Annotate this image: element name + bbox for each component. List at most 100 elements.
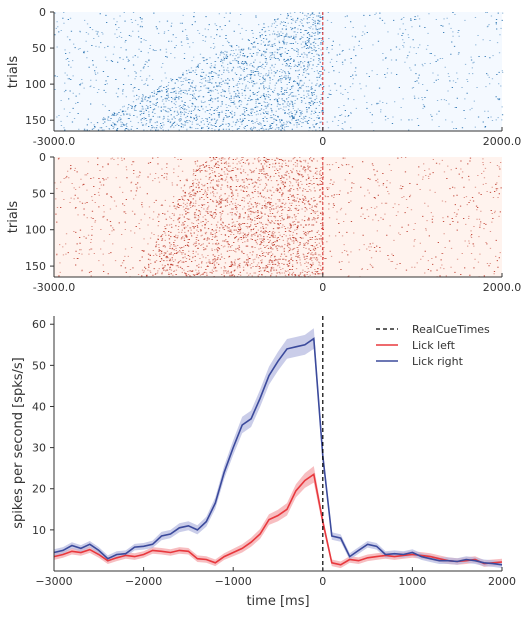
- raster-spike: [255, 99, 256, 100]
- raster-spike: [205, 81, 206, 82]
- raster-spike: [67, 116, 68, 117]
- raster-spike: [364, 244, 365, 245]
- raster-spike: [342, 236, 343, 237]
- raster-spike: [426, 220, 427, 221]
- raster-spike: [90, 104, 91, 105]
- raster-spike: [145, 97, 146, 98]
- raster-spike: [285, 22, 286, 23]
- raster-spike: [286, 63, 287, 64]
- raster-spike: [242, 209, 243, 210]
- raster-spike: [254, 159, 255, 160]
- raster-spike: [300, 244, 301, 245]
- raster-spike: [253, 94, 254, 95]
- raster-spike: [312, 161, 313, 162]
- raster-spike: [198, 65, 199, 66]
- raster-spike: [308, 217, 309, 218]
- raster-spike: [231, 193, 232, 194]
- raster-spike: [226, 164, 227, 165]
- raster-spike: [216, 110, 217, 111]
- raster-spike: [304, 15, 305, 16]
- raster-spike: [305, 43, 306, 44]
- raster-spike: [178, 77, 179, 78]
- raster-spike: [83, 52, 84, 53]
- raster-spike: [240, 185, 241, 186]
- raster-spike: [307, 166, 308, 167]
- raster-spike: [488, 117, 489, 118]
- raster-spike: [131, 108, 132, 109]
- raster-spike: [109, 110, 110, 111]
- raster-spike: [315, 173, 316, 174]
- raster-spike: [292, 249, 293, 250]
- raster-spike: [289, 116, 290, 117]
- raster-spike: [306, 107, 307, 108]
- raster-spike: [174, 88, 175, 89]
- raster-spike: [394, 101, 395, 102]
- raster-spike: [157, 157, 158, 158]
- raster-spike: [404, 42, 405, 43]
- raster-spike: [339, 45, 340, 46]
- raster-spike: [323, 41, 324, 42]
- raster-spike: [105, 81, 106, 82]
- raster-spike: [298, 245, 299, 246]
- raster-spike: [190, 194, 191, 195]
- raster-spike: [282, 47, 283, 48]
- raster-spike: [105, 84, 106, 85]
- raster-spike: [237, 231, 238, 232]
- raster-spike: [292, 28, 293, 29]
- raster-spike: [336, 61, 337, 62]
- raster-spike: [269, 237, 270, 238]
- raster-spike: [68, 78, 69, 79]
- raster-spike: [321, 184, 322, 185]
- raster-spike: [302, 85, 303, 86]
- raster-spike: [270, 176, 271, 177]
- raster-spike: [451, 248, 452, 249]
- raster-spike: [216, 244, 217, 245]
- raster-spike: [64, 83, 65, 84]
- raster-spike: [84, 129, 85, 130]
- raster-spike: [382, 60, 383, 61]
- raster-spike: [126, 125, 127, 126]
- raster-spike: [322, 240, 323, 241]
- raster-spike: [306, 208, 307, 209]
- raster-spike: [109, 234, 110, 235]
- raster-spike: [252, 130, 253, 131]
- raster-spike: [458, 30, 459, 31]
- raster-spike: [454, 212, 455, 213]
- raster-spike: [236, 45, 237, 46]
- raster-spike: [277, 116, 278, 117]
- raster-spike: [242, 187, 243, 188]
- raster-spike: [175, 246, 176, 247]
- raster-spike: [251, 55, 252, 56]
- raster-spike: [328, 12, 329, 13]
- raster-spike: [215, 216, 216, 217]
- raster-spike: [245, 98, 246, 99]
- raster-spike: [275, 45, 276, 46]
- raster-spike: [216, 157, 217, 158]
- raster-spike: [311, 111, 312, 112]
- raster-spike: [225, 38, 226, 39]
- raster-spike: [124, 205, 125, 206]
- raster-spike: [221, 111, 222, 112]
- raster-spike: [63, 199, 64, 200]
- raster-spike: [229, 93, 230, 94]
- raster-spike: [462, 172, 463, 173]
- raster-spike: [315, 248, 316, 249]
- raster-spike: [166, 173, 167, 174]
- raster-spike: [92, 200, 93, 201]
- raster-spike: [267, 105, 268, 106]
- raster-spike: [205, 41, 206, 42]
- raster-spike: [91, 45, 92, 46]
- raster-spike: [282, 181, 283, 182]
- raster-spike: [311, 239, 312, 240]
- raster-spike: [265, 52, 266, 53]
- raster-spike: [297, 32, 298, 33]
- raster-spike: [117, 158, 118, 159]
- raster-spike: [246, 235, 247, 236]
- raster-spike: [377, 74, 378, 75]
- raster-spike: [148, 114, 149, 115]
- raster-spike: [263, 112, 264, 113]
- raster-spike: [415, 81, 416, 82]
- raster-spike: [282, 182, 283, 183]
- raster-spike: [304, 220, 305, 221]
- raster-spike: [260, 160, 261, 161]
